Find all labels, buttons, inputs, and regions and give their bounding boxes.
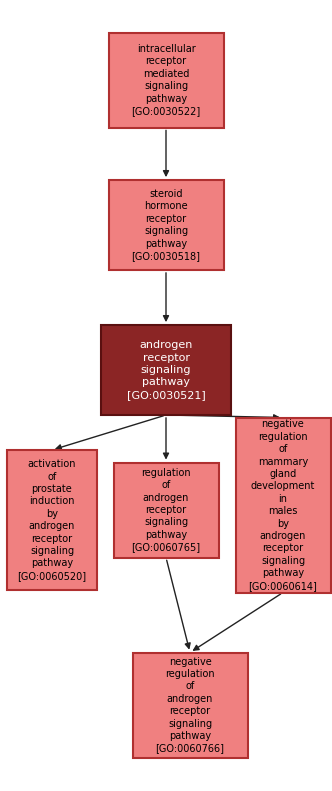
Text: androgen
receptor
signaling
pathway
[GO:0030521]: androgen receptor signaling pathway [GO:… [126, 340, 206, 399]
Text: intracellular
receptor
mediated
signaling
pathway
[GO:0030522]: intracellular receptor mediated signalin… [131, 44, 201, 116]
FancyBboxPatch shape [109, 32, 223, 127]
FancyBboxPatch shape [101, 325, 231, 415]
Text: steroid
hormone
receptor
signaling
pathway
[GO:0030518]: steroid hormone receptor signaling pathw… [131, 189, 201, 261]
Text: negative
regulation
of
androgen
receptor
signaling
pathway
[GO:0060766]: negative regulation of androgen receptor… [155, 657, 224, 753]
Text: regulation
of
androgen
receptor
signaling
pathway
[GO:0060765]: regulation of androgen receptor signalin… [131, 467, 201, 552]
Text: negative
regulation
of
mammary
gland
development
in
males
by
androgen
receptor
s: negative regulation of mammary gland dev… [249, 419, 317, 591]
FancyBboxPatch shape [235, 418, 330, 592]
FancyBboxPatch shape [132, 653, 247, 758]
FancyBboxPatch shape [109, 180, 223, 270]
FancyBboxPatch shape [114, 463, 218, 558]
Text: activation
of
prostate
induction
by
androgen
receptor
signaling
pathway
[GO:0060: activation of prostate induction by andr… [18, 460, 87, 581]
FancyBboxPatch shape [7, 450, 97, 590]
